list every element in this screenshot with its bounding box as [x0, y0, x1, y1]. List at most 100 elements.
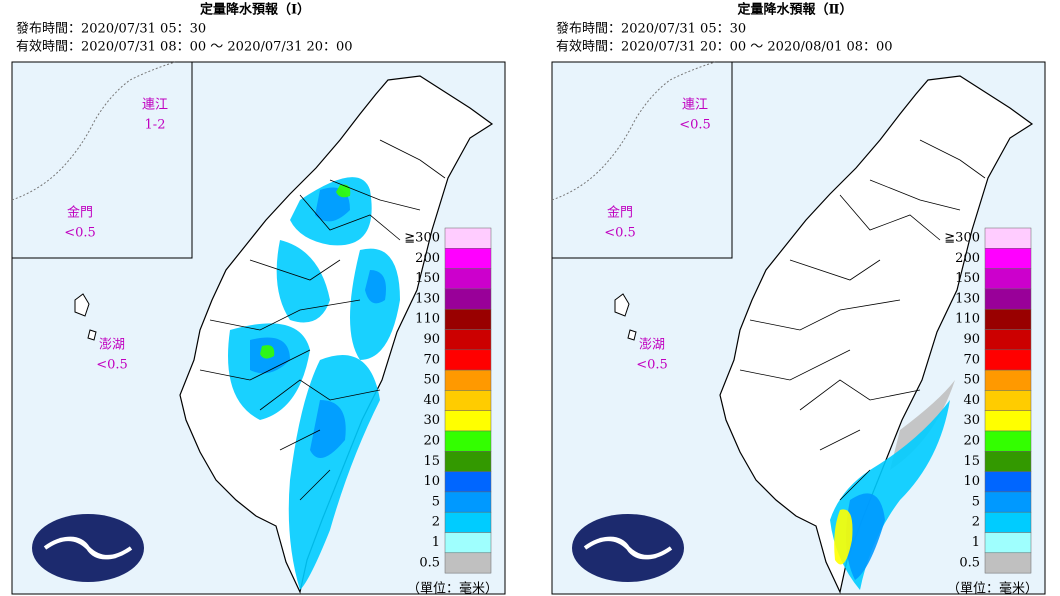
legend-label: ≧300 — [404, 231, 440, 246]
legend-label: 15 — [423, 454, 440, 469]
legend-swatch — [984, 308, 1032, 330]
legend-swatch — [444, 451, 492, 472]
legend-label: 130 — [955, 291, 980, 306]
legend-swatch — [984, 471, 1032, 493]
legend-label: 90 — [423, 332, 440, 347]
legend-swatch — [444, 308, 492, 330]
legend-swatch — [444, 268, 492, 290]
legend-swatch — [984, 511, 1032, 533]
legend-label: 50 — [963, 373, 980, 388]
legend-swatch — [984, 430, 1032, 452]
taiwan-outline — [719, 75, 1034, 594]
island-name: 連江 — [682, 98, 708, 113]
legend-label: 1 — [972, 535, 980, 550]
legend-label: ≧300 — [944, 231, 980, 246]
rain-area — [846, 493, 885, 580]
legend-label: 10 — [423, 474, 440, 489]
legend-swatch — [984, 288, 1032, 310]
legend-label: 0.5 — [959, 555, 980, 570]
cwb-logo-swirl — [43, 536, 133, 560]
legend-label: 90 — [963, 332, 980, 347]
china-coast — [551, 61, 716, 201]
forecast-panel: 定量降水預報（Ⅰ） 發布時間：2020/07/31 05：30 有效時間：2020/… — [11, 2, 506, 596]
legend-label: 130 — [415, 291, 440, 306]
valid-time: 有效時間：2020/07/31 20：00 ～ 2020/08/01 08：00 — [556, 40, 893, 55]
island-name: 金門 — [607, 205, 633, 221]
county-lines — [199, 139, 446, 501]
inset-box — [11, 61, 193, 259]
legend-label: 150 — [955, 271, 980, 286]
legend-swatch — [984, 369, 1032, 391]
legend-swatch — [444, 532, 492, 554]
island-value: <0.5 — [679, 118, 711, 133]
legend-swatch — [984, 532, 1032, 554]
island-value: <0.5 — [96, 358, 128, 373]
legend-label: 5 — [432, 494, 440, 509]
island-name: 澎湖 — [639, 338, 665, 353]
legend-swatch — [444, 390, 492, 411]
legend-label: 40 — [423, 393, 440, 408]
legend-swatch — [984, 227, 1032, 249]
legend-swatch — [444, 511, 492, 533]
legend-label: 110 — [415, 312, 440, 327]
legend-swatch — [444, 552, 492, 574]
legend-label: 2 — [972, 515, 980, 530]
panel-title: 定量降水預報（Ⅱ） — [737, 2, 853, 18]
legend-label: 200 — [955, 251, 980, 266]
island-name: 澎湖 — [99, 338, 125, 353]
island-value: <0.5 — [64, 226, 96, 241]
issued-time: 發布時間：2020/07/31 05：30 — [556, 22, 746, 37]
island-name: 連江 — [142, 98, 168, 113]
rain-area — [834, 509, 853, 565]
legend-label: 20 — [423, 434, 440, 449]
legend-swatch — [984, 451, 1032, 472]
island-value: <0.5 — [636, 358, 668, 373]
island-value: 1-2 — [145, 118, 166, 133]
penghu-islands — [74, 293, 97, 341]
legend-swatch — [444, 227, 492, 249]
taiwan-outline — [179, 75, 494, 594]
legend-swatch — [444, 369, 492, 391]
valid-time: 有效時間：2020/07/31 08：00 ～ 2020/07/31 20：00 — [16, 40, 353, 55]
legend-swatch — [444, 349, 492, 371]
legend-label: 0.5 — [419, 555, 440, 570]
legend-swatch — [984, 248, 1032, 269]
unit-label: （單位：毫米） — [407, 581, 498, 596]
rain-area — [228, 177, 400, 590]
legend-swatch — [984, 349, 1032, 371]
island-name: 金門 — [67, 205, 93, 221]
legend-swatch — [984, 329, 1032, 351]
legend-label: 200 — [415, 251, 440, 266]
legend-label: 110 — [955, 312, 980, 327]
legend-label: 20 — [963, 434, 980, 449]
legend-label: 1 — [432, 535, 440, 550]
legend-swatch — [444, 248, 492, 269]
legend-label: 50 — [423, 373, 440, 388]
legend-swatch — [444, 288, 492, 310]
legend-swatch — [444, 329, 492, 351]
legend-label: 15 — [963, 454, 980, 469]
legend-label: 150 — [415, 271, 440, 286]
legend-swatch — [984, 491, 1032, 513]
legend-label: 40 — [963, 393, 980, 408]
unit-label: （單位：毫米） — [947, 581, 1038, 596]
island-value: <0.5 — [604, 226, 636, 241]
forecast-panel: 定量降水預報（Ⅱ） 發布時間：2020/07/31 05：30 有效時間：2020/… — [551, 2, 1046, 596]
panel-title: 定量降水預報（Ⅰ） — [199, 2, 310, 18]
legend-label: 70 — [963, 352, 980, 367]
legend-swatch — [984, 410, 1032, 432]
legend-label: 30 — [423, 413, 440, 428]
legend-swatch — [984, 390, 1032, 411]
inset-box — [551, 61, 733, 259]
legend-swatch — [444, 410, 492, 432]
legend-swatch — [444, 491, 492, 513]
legend-swatch — [444, 471, 492, 493]
legend-label: 2 — [432, 515, 440, 530]
legend-label: 30 — [963, 413, 980, 428]
legend-swatch — [444, 430, 492, 452]
cwb-logo-swirl — [583, 536, 673, 560]
legend-label: 70 — [423, 352, 440, 367]
legend-swatch — [984, 268, 1032, 290]
legend-label: 5 — [972, 494, 980, 509]
